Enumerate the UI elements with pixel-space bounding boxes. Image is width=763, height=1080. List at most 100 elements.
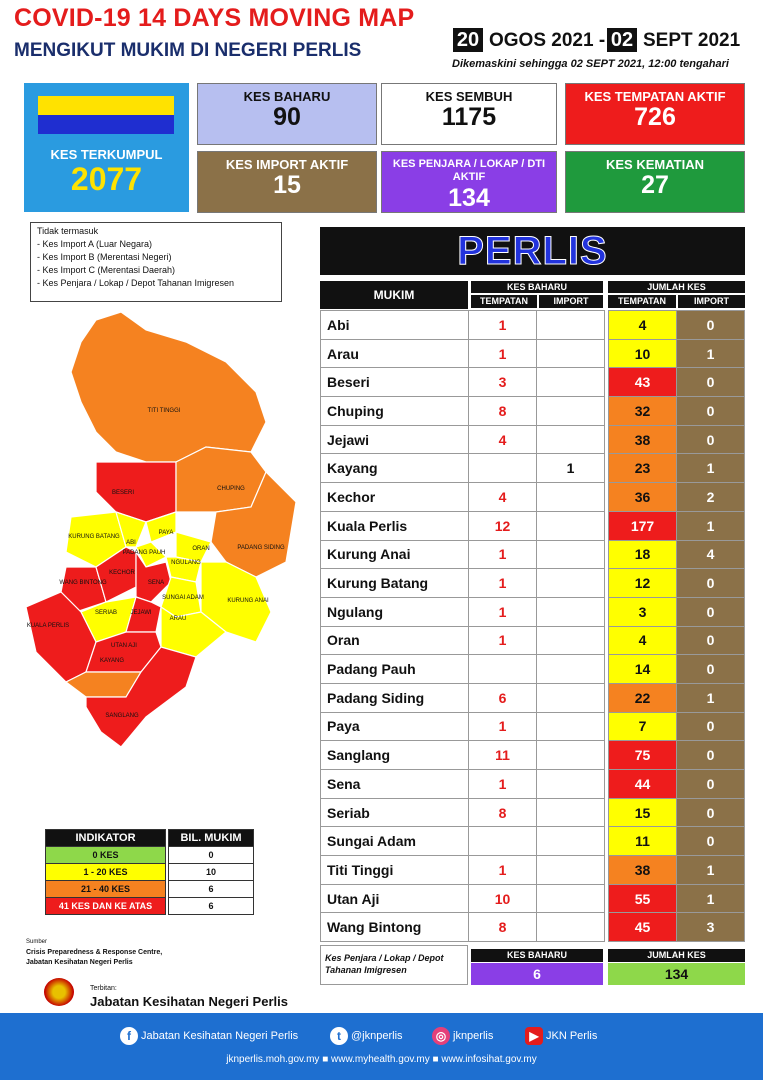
- kb-import: [536, 912, 605, 943]
- kb-tempatan: 12: [468, 510, 537, 541]
- map-label: NGULANG: [171, 560, 201, 566]
- table-row: Ngulang 1 3 0: [320, 596, 745, 627]
- jk-import: 0: [676, 654, 745, 684]
- kb-import: [536, 367, 605, 398]
- notes-item: - Kes Import C (Merentasi Daerah): [37, 265, 176, 275]
- jk-import: 0: [676, 568, 745, 598]
- summary-card-value: 15: [273, 171, 301, 199]
- publisher-name: Jabatan Kesihatan Negeri Perlis: [90, 994, 288, 1009]
- map-label: UTAN AJI: [111, 643, 137, 649]
- notes-item: - Kes Penjara / Lokap / Depot Tahanan Im…: [37, 278, 234, 288]
- prison-baharu-header: KES BAHARU: [471, 949, 603, 962]
- jk-tempatan: 43: [608, 367, 677, 398]
- jk-tempatan: 18: [608, 539, 677, 570]
- jk-import: 1: [676, 855, 745, 885]
- kb-tempatan: [468, 654, 537, 684]
- jk-tempatan: 38: [608, 424, 677, 455]
- kb-tempatan: [468, 826, 537, 857]
- mukim-name: Arau: [320, 338, 469, 369]
- jk-import: 1: [676, 510, 745, 541]
- kb-import: [536, 855, 605, 885]
- legend-count: 6: [168, 897, 254, 915]
- jk-import: 0: [676, 596, 745, 627]
- kb-tempatan: 1: [468, 310, 537, 340]
- kb-tempatan: 3: [468, 367, 537, 398]
- table-row: Utan Aji 10 55 1: [320, 883, 745, 914]
- youtube-link[interactable]: ▶ JKN Perlis: [525, 1027, 597, 1045]
- mukim-name: Oran: [320, 625, 469, 656]
- jk-import: 1: [676, 883, 745, 914]
- jk-import: 1: [676, 338, 745, 369]
- mukim-table: Abi 1 4 0 Arau 1 10 1 Beseri 3 43 0 Chuping 8 32 0 Jejaw…: [320, 310, 745, 943]
- mukim-name: Kurung Batang: [320, 568, 469, 598]
- mukim-name: Sena: [320, 769, 469, 799]
- table-row: Beseri 3 43 0: [320, 367, 745, 398]
- jk-import: 0: [676, 396, 745, 426]
- date-from-text: OGOS 2021 -: [489, 30, 606, 51]
- col-kb-import-header: IMPORT: [539, 295, 603, 308]
- legend: INDIKATOR BIL. MUKIM 0 KES 0 1 - 20 KES 10 2…: [45, 829, 254, 915]
- mukim-name: Abi: [320, 310, 469, 340]
- legend-row: 41 KES DAN KE ATAS 6: [45, 897, 254, 915]
- summary-card: KES TEMPATAN AKTIF 726: [565, 83, 745, 145]
- map-label: WANG BINTONG: [59, 580, 107, 586]
- kb-tempatan: 1: [468, 625, 537, 656]
- footer-urls[interactable]: jknperlis.moh.gov.my ■ www.myhealth.gov.…: [226, 1054, 537, 1065]
- table-row: Abi 1 4 0: [320, 310, 745, 340]
- instagram-link[interactable]: ◎ jknperlis: [432, 1027, 493, 1045]
- map-label: ORAN: [192, 546, 209, 552]
- youtube-icon: ▶: [525, 1027, 543, 1045]
- map-region-jejawi: [125, 596, 162, 633]
- kb-import: [536, 740, 605, 770]
- mukim-name: Kurung Anai: [320, 539, 469, 570]
- kb-import: [536, 482, 605, 512]
- legend-row: 21 - 40 KES 6: [45, 880, 254, 898]
- jk-tempatan: 32: [608, 396, 677, 426]
- summary-card-label: KES IMPORT AKTIF: [225, 157, 349, 172]
- notes-item: - Kes Import A (Luar Negara): [37, 239, 153, 249]
- summary-card-label: KES BAHARU: [243, 89, 331, 104]
- kb-tempatan: 4: [468, 424, 537, 455]
- kb-import: [536, 338, 605, 369]
- kb-tempatan: 1: [468, 568, 537, 598]
- mukim-name: Beseri: [320, 367, 469, 398]
- mukim-name: Sanglang: [320, 740, 469, 770]
- kb-tempatan: 1: [468, 769, 537, 799]
- notes-item: - Kes Import B (Merentasi Negeri): [37, 252, 172, 262]
- summary-card-value: 726: [634, 103, 676, 131]
- prison-jumlah-value: 134: [608, 963, 745, 985]
- exclusion-notes: Tidak termasuk - Kes Import A (Luar Nega…: [30, 222, 282, 302]
- table-row: Kurung Batang 1 12 0: [320, 568, 745, 598]
- jk-import: 0: [676, 740, 745, 770]
- mukim-name: Ngulang: [320, 596, 469, 627]
- mukim-name: Sungai Adam: [320, 826, 469, 857]
- mukim-name: Chuping: [320, 396, 469, 426]
- jk-tempatan: 15: [608, 797, 677, 828]
- summary-card-value: 134: [448, 184, 490, 212]
- legend-label: 21 - 40 KES: [45, 880, 166, 898]
- facebook-link[interactable]: f Jabatan Kesihatan Negeri Perlis: [120, 1027, 298, 1045]
- kb-import: [536, 396, 605, 426]
- twitter-link[interactable]: t @jknperlis: [330, 1027, 403, 1045]
- twitter-icon: t: [330, 1027, 348, 1045]
- map-label: KAYANG: [100, 658, 124, 664]
- page-title: COVID-19 14 DAYS MOVING MAP: [14, 4, 415, 32]
- jk-tempatan: 36: [608, 482, 677, 512]
- table-row: Arau 1 10 1: [320, 338, 745, 369]
- kb-tempatan: [468, 453, 537, 484]
- facebook-icon: f: [120, 1027, 138, 1045]
- kb-tempatan: 1: [468, 338, 537, 369]
- jk-tempatan: 45: [608, 912, 677, 943]
- instagram-icon: ◎: [432, 1027, 450, 1045]
- jk-tempatan: 12: [608, 568, 677, 598]
- kb-tempatan: 1: [468, 855, 537, 885]
- legend-col-indikator: INDIKATOR: [45, 829, 166, 847]
- jk-tempatan: 7: [608, 711, 677, 742]
- summary-card: KES PENJARA / LOKAP / DTI AKTIF 134: [381, 151, 557, 213]
- kb-import: [536, 625, 605, 656]
- table-row: Seriab 8 15 0: [320, 797, 745, 828]
- map-label: ARAU: [170, 616, 187, 622]
- mukim-name: Jejawi: [320, 424, 469, 455]
- date-from-day: 20: [453, 28, 483, 52]
- table-row: Chuping 8 32 0: [320, 396, 745, 426]
